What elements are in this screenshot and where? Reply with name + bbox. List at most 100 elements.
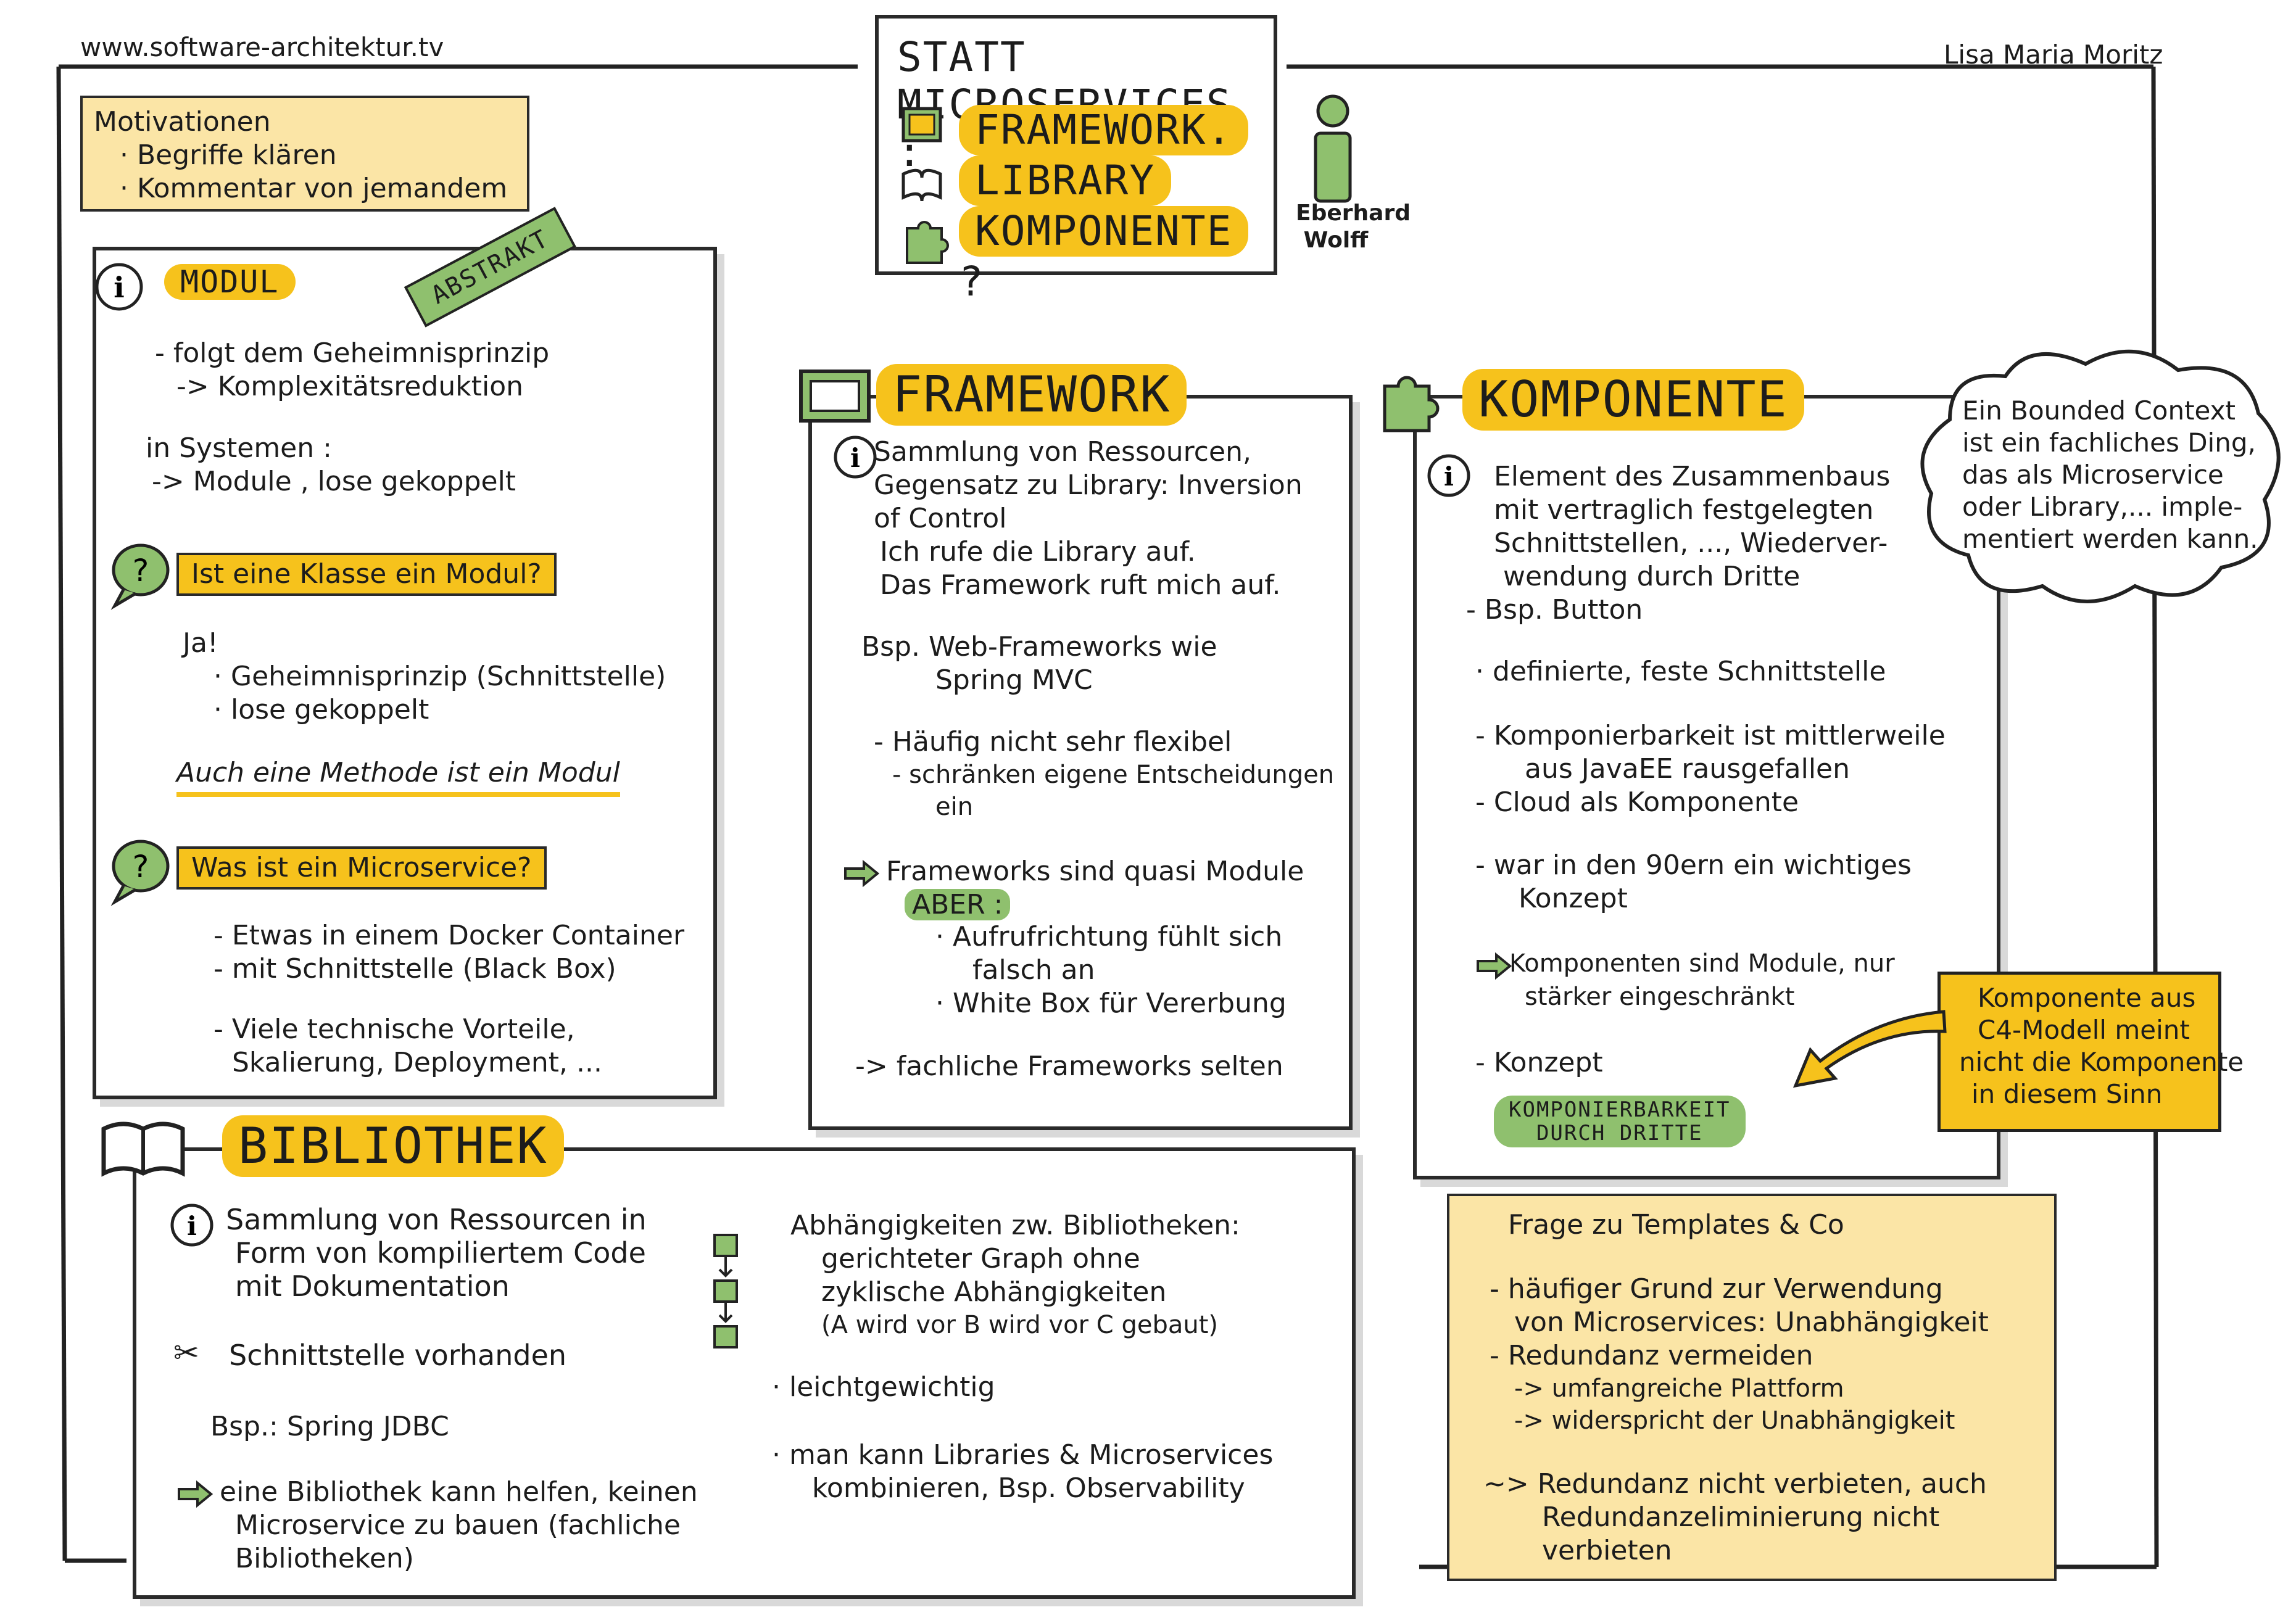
info-icon: i	[95, 263, 143, 311]
framework-line: of Control	[874, 503, 1007, 534]
komponente-line: Schnittstellen, ..., Wiederver-	[1494, 527, 1888, 559]
komponente-line: stärker eingeschränkt	[1525, 983, 1795, 1011]
title-box: STATT MICROSERVICES : FRAMEWORK. LIBRARY…	[875, 15, 1277, 305]
modul-line: in Systemen :	[146, 432, 332, 464]
framework-line: Ich rufe die Library auf.	[880, 536, 1196, 568]
bibliothek-line: Sammlung von Ressourcen in	[226, 1203, 647, 1236]
framework-line: - schränken eigene Entscheidungen	[892, 761, 1335, 789]
bibliothek-heading: BIBLIOTHEK	[222, 1115, 564, 1177]
c4-note-line: nicht die Komponente	[1959, 1047, 2244, 1077]
modul-question-2: Was ist ein Microservice?	[176, 846, 547, 890]
motivation-item: · Kommentar von jemandem	[120, 173, 508, 204]
c4-note-line: in diesem Sinn	[1971, 1079, 2163, 1109]
speaker-name: Eberhard Wolff	[1296, 200, 1411, 253]
dependency-graph-icon	[713, 1234, 738, 1348]
framework-box: i Sammlung von Ressourcen, Gegensatz zu …	[808, 395, 1353, 1130]
title-item-framework: FRAMEWORK.	[959, 105, 1249, 155]
komponierbarkeit-badge: KOMPONIERBARKEIT DURCH DRITTE	[1494, 1096, 1746, 1147]
templates-line: ~> Redundanz nicht verbieten, auch	[1483, 1468, 1987, 1500]
templates-line: - Redundanz vermeiden	[1490, 1340, 1813, 1371]
svg-text:i: i	[114, 271, 124, 304]
framework-line: Das Framework ruft mich auf.	[880, 569, 1281, 601]
bibliothek-line: Schnittstelle vorhanden	[229, 1339, 567, 1372]
modul-question-1: Ist eine Klasse ein Modul?	[176, 553, 557, 596]
framework-line: · Aufrufrichtung fühlt sich	[935, 921, 1283, 952]
modul-answer: - Etwas in einem Docker Container	[213, 920, 685, 951]
framework-line: ein	[935, 793, 974, 821]
komponente-line: - Konzept	[1475, 1047, 1603, 1078]
arrow-right-icon	[844, 859, 880, 888]
bibliothek-line: mit Dokumentation	[235, 1270, 510, 1303]
motivation-note: Motivationen · Begriffe klären · Komment…	[80, 96, 529, 212]
modul-answer: Ja!	[183, 627, 218, 659]
komponente-line: Element des Zusammenbaus	[1494, 461, 1891, 492]
bibliothek-box: i Sammlung von Ressourcen in Form von ko…	[133, 1147, 1356, 1599]
framework-line: - Häufig nicht sehr flexibel	[874, 726, 1232, 758]
framework-line: Bsp. Web-Frameworks wie	[861, 631, 1217, 663]
info-icon: i	[1427, 454, 1470, 497]
curved-arrow-icon	[1792, 1010, 1947, 1088]
framework-heading: FRAMEWORK	[876, 364, 1187, 426]
modul-answer: - mit Schnittstelle (Black Box)	[213, 953, 616, 985]
svg-text:?: ?	[133, 553, 149, 588]
bibliothek-line: zyklische Abhängigkeiten	[821, 1276, 1167, 1308]
question-bubble-icon: ?	[110, 543, 170, 610]
komponente-line: Komponenten sind Module, nur	[1509, 949, 1895, 978]
svg-text:i: i	[1444, 461, 1454, 492]
framework-line: -> fachliche Frameworks selten	[855, 1051, 1283, 1082]
templates-line: -> umfangreiche Plattform	[1514, 1374, 1844, 1403]
motivation-title: Motivationen	[94, 106, 271, 138]
question-bubble-icon: ?	[110, 840, 170, 906]
bibliothek-line: Abhängigkeiten zw. Bibliotheken:	[790, 1210, 1240, 1241]
book-icon	[101, 1121, 185, 1177]
motivation-item: · Begriffe klären	[120, 139, 337, 171]
modul-line: - folgt dem Geheimnisprinzip	[155, 337, 550, 369]
title-item-library: LIBRARY	[959, 155, 1172, 206]
modul-emphasis: Auch eine Methode ist ein Modul	[176, 756, 620, 797]
c4-note-line: C4-Modell meint	[1978, 1015, 2190, 1045]
framework-icon	[799, 370, 871, 423]
templates-line: verbieten	[1542, 1535, 1672, 1566]
bibliothek-line: · man kann Libraries & Microservices	[772, 1439, 1274, 1471]
bibliothek-line: (A wird vor B wird vor C gebaut)	[821, 1311, 1218, 1339]
bibliothek-line: gerichteter Graph ohne	[821, 1243, 1140, 1274]
c4-note: Komponente aus C4-Modell meint nicht die…	[1938, 972, 2244, 1132]
templates-title: Frage zu Templates & Co	[1508, 1209, 1844, 1241]
puzzle-icon	[1383, 376, 1440, 432]
framework-line: Frameworks sind quasi Module	[886, 856, 1304, 887]
bibliothek-line: Microservice zu bauen (fachliche	[235, 1509, 681, 1541]
templates-line: Redundanzeliminierung nicht	[1542, 1501, 1940, 1533]
framework-line: Gegensatz zu Library: Inversion	[874, 469, 1303, 501]
c4-note-line: Komponente aus	[1978, 983, 2196, 1013]
svg-text:i: i	[187, 1211, 197, 1241]
komponente-line: mit vertraglich festgelegten	[1494, 494, 1874, 526]
framework-aber: ABER :	[905, 889, 1011, 920]
svg-text:?: ?	[133, 849, 149, 885]
bibliothek-line: Form von kompiliertem Code	[235, 1236, 646, 1270]
modul-answer: Skalierung, Deployment, ...	[232, 1047, 602, 1078]
templates-line: von Microservices: Unabhängigkeit	[1514, 1307, 1989, 1338]
modul-answer: · Geheimnisprinzip (Schnittstelle)	[213, 661, 666, 692]
framework-line: Spring MVC	[935, 664, 1093, 696]
info-icon: i	[170, 1204, 213, 1247]
arrow-right-icon	[178, 1480, 213, 1508]
framework-line: Sammlung von Ressourcen,	[874, 436, 1251, 468]
bibliothek-line: · leichtgewichtig	[772, 1371, 995, 1403]
title-icons	[901, 107, 949, 264]
modul-line: -> Module , lose gekoppelt	[152, 466, 516, 497]
komponente-line: - Komponierbarkeit ist mittlerweile	[1475, 720, 1946, 751]
modul-box: i MODUL ABSTRAKT - folgt dem Geheimnispr…	[93, 207, 717, 1099]
info-icon: i	[834, 436, 877, 479]
framework-line: · White Box für Vererbung	[935, 988, 1287, 1019]
komponente-heading: KOMPONENTE	[1462, 369, 1804, 431]
templates-note: Frage zu Templates & Co - häufiger Grund…	[1447, 1194, 2057, 1581]
bibliothek-line: kombinieren, Bsp. Observability	[812, 1472, 1245, 1504]
framework-line: falsch an	[972, 954, 1095, 986]
komponente-line: - Bsp. Button	[1466, 594, 1643, 626]
website-label: www.software-architektur.tv	[80, 32, 444, 62]
cloud-shape	[1920, 349, 2281, 603]
templates-line: -> widerspricht der Unabhängigkeit	[1514, 1406, 1955, 1435]
bibliothek-line: eine Bibliothek kann helfen, keinen	[220, 1476, 698, 1508]
komponente-line: aus JavaEE rausgefallen	[1525, 753, 1850, 785]
komponente-line: Konzept	[1519, 883, 1628, 914]
